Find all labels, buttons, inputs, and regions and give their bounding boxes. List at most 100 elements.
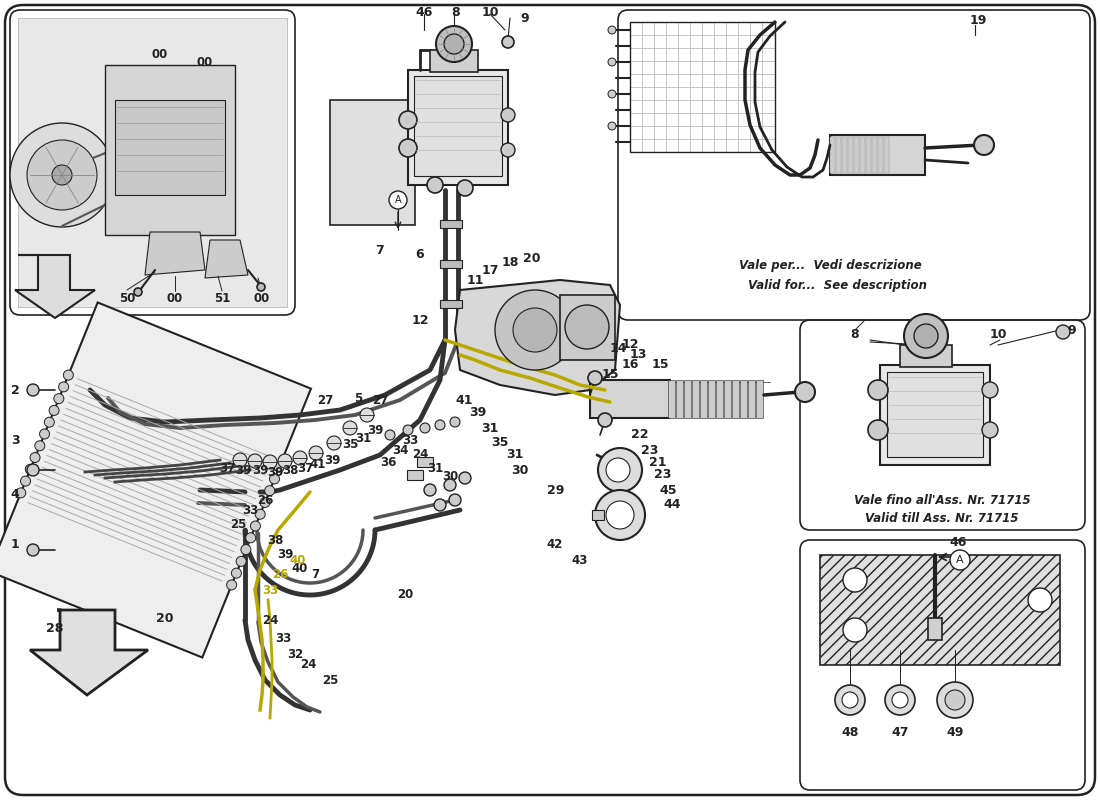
Text: 40: 40 [289,554,306,566]
Circle shape [608,90,616,98]
Text: 00: 00 [197,57,213,70]
Circle shape [588,371,602,385]
Bar [18,18,287,307]
Text: 9: 9 [1068,323,1076,337]
Bar [407,470,424,480]
Text: 33: 33 [402,434,418,446]
Text: 20: 20 [397,589,414,602]
Circle shape [420,423,430,433]
Text: 25: 25 [322,674,338,686]
Circle shape [21,476,31,486]
Circle shape [434,499,446,511]
Text: 27: 27 [372,394,388,406]
Bar [887,372,983,457]
Text: 29: 29 [548,483,564,497]
Text: 33: 33 [242,503,258,517]
Circle shape [40,429,49,439]
Circle shape [35,441,45,450]
Polygon shape [205,240,248,278]
Bar [116,100,226,195]
Text: 1: 1 [11,538,20,551]
Circle shape [28,384,38,396]
Text: 50: 50 [119,291,135,305]
Circle shape [436,26,472,62]
Text: 44: 44 [663,498,681,511]
Text: 26: 26 [256,494,273,506]
Text: 8: 8 [452,6,460,18]
Circle shape [444,479,456,491]
Text: A: A [395,195,402,205]
Circle shape [64,370,74,380]
Circle shape [28,464,38,476]
Circle shape [608,58,616,66]
Bar [417,457,433,467]
Text: 8: 8 [850,329,859,342]
Text: 46: 46 [416,6,432,18]
Circle shape [134,288,142,296]
Circle shape [424,484,436,496]
Circle shape [233,453,248,467]
Text: 45: 45 [659,483,676,497]
Text: A: A [956,555,964,565]
Circle shape [248,454,262,468]
Bar [884,137,889,173]
Bar [668,380,675,418]
Circle shape [50,406,59,415]
Bar [842,137,847,173]
Circle shape [450,417,460,427]
Text: 24: 24 [300,658,316,671]
Text: 885: 885 [527,449,614,491]
Bar [724,380,732,418]
Circle shape [360,408,374,422]
Circle shape [399,111,417,129]
Text: 20: 20 [524,251,541,265]
Text: 41: 41 [455,394,473,406]
Circle shape [251,521,261,531]
Text: 31: 31 [427,462,443,474]
Text: 31: 31 [506,449,524,462]
Text: 39: 39 [366,423,383,437]
Circle shape [245,533,255,543]
Circle shape [982,382,998,398]
Bar [676,380,683,418]
Circle shape [28,140,97,210]
Text: 37: 37 [219,462,235,475]
Text: 31: 31 [482,422,498,434]
Polygon shape [15,255,95,318]
Circle shape [914,324,938,348]
Text: Vale fino all'Ass. Nr. 71715: Vale fino all'Ass. Nr. 71715 [854,494,1031,506]
Text: Vale per...  Vedi descrizione: Vale per... Vedi descrizione [738,258,922,271]
Text: 17: 17 [482,263,498,277]
Text: 28: 28 [46,622,64,634]
Circle shape [231,568,241,578]
Text: 34: 34 [392,443,408,457]
Circle shape [260,498,270,507]
Circle shape [843,618,867,642]
Circle shape [270,474,279,484]
Text: 12: 12 [411,314,429,326]
Circle shape [54,394,64,404]
Bar [104,65,235,235]
Bar [836,137,842,173]
Text: 32: 32 [287,649,304,662]
Bar [880,365,990,465]
Bar [716,380,723,418]
Text: autopartsdiagrams: autopartsdiagrams [271,406,810,454]
Circle shape [598,448,642,492]
Text: 19: 19 [969,14,987,26]
Bar [830,135,925,175]
Bar [414,76,502,176]
Bar [900,345,952,367]
Text: 20: 20 [156,611,174,625]
Circle shape [606,458,630,482]
Circle shape [513,308,557,352]
Circle shape [500,108,515,122]
Circle shape [868,420,888,440]
Bar [592,510,604,520]
Text: 43: 43 [572,554,588,566]
Circle shape [595,490,645,540]
Bar [440,220,462,228]
Circle shape [255,510,265,519]
Text: 13: 13 [629,349,647,362]
Text: 9: 9 [520,11,529,25]
